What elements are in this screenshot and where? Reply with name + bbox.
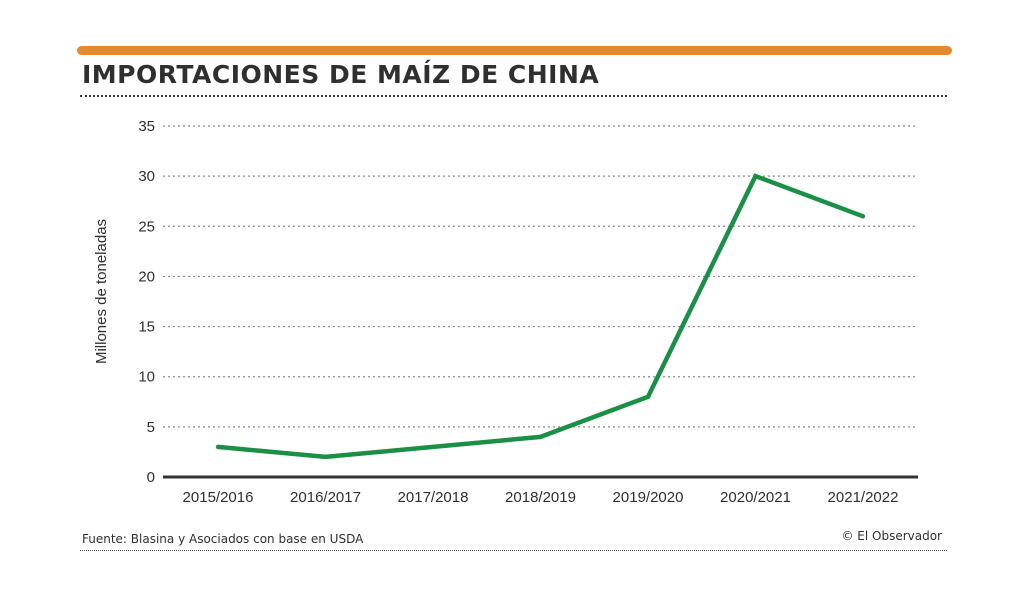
- y-tick-label: 15: [138, 319, 155, 336]
- x-tick-labels: 2015/2016 2016/2017 2017/2018 2018/2019 2019…: [183, 489, 899, 506]
- y-tick-label: 30: [138, 168, 155, 185]
- data-point: [215, 444, 221, 450]
- title-divider: [80, 95, 947, 97]
- y-tick-label: 10: [138, 369, 155, 386]
- data-point: [538, 434, 543, 440]
- x-tick-label: 2018/2019: [505, 489, 576, 506]
- data-point: [645, 394, 651, 399]
- x-tick-label: 2015/2016: [183, 489, 254, 506]
- y-tick-label: 0: [147, 469, 155, 486]
- y-tick-label: 5: [147, 419, 155, 436]
- y-tick-label: 20: [138, 268, 155, 285]
- x-tick-label: 2017/2018: [398, 489, 469, 506]
- source-note: Fuente: Blasina y Asociados con base en …: [82, 532, 364, 546]
- data-point: [323, 454, 328, 460]
- y-tick-label: 35: [138, 118, 155, 135]
- chart-title: IMPORTACIONES DE MAÍZ DE CHINA: [82, 60, 600, 89]
- series-line: [217, 173, 864, 460]
- data-point: [860, 214, 866, 219]
- x-tick-label: 2021/2022: [828, 489, 899, 506]
- x-tick-label: 2020/2021: [720, 489, 791, 506]
- data-point: [753, 173, 758, 179]
- grid-lines: [163, 125, 918, 479]
- accent-top-bar: [77, 46, 952, 55]
- x-tick-label: 2019/2020: [613, 489, 684, 506]
- data-point: [430, 444, 436, 450]
- series-lines: [215, 173, 866, 460]
- x-tick-label: 2016/2017: [290, 489, 361, 506]
- y-tick-label: 25: [138, 218, 155, 235]
- y-tick-labels: 0 5 10 15 20 25 30 35: [138, 118, 155, 486]
- y-axis-label: Millones de toneladas: [93, 219, 110, 364]
- copyright-credit: © El Observador: [841, 529, 942, 543]
- footer-divider: [80, 550, 947, 551]
